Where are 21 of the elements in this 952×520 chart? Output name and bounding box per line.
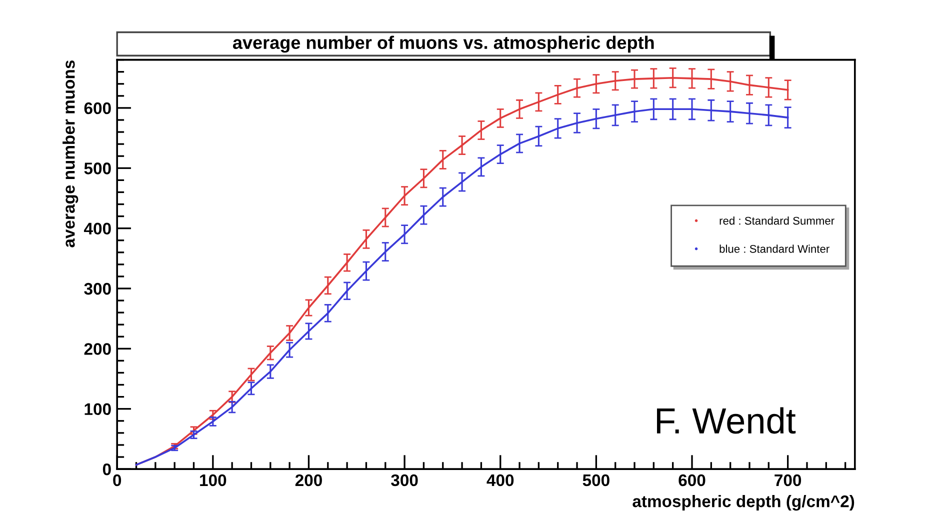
x-tick-label: 500 <box>582 474 610 486</box>
legend-label: blue : Standard Winter <box>720 244 830 253</box>
chart-title: average number of muons vs. atmospheric depth <box>232 36 654 53</box>
y-tick-label: 200 <box>84 343 111 355</box>
x-tick-label: 100 <box>200 474 226 486</box>
x-axis-title: atmospheric depth (g/cm^2) <box>632 494 854 511</box>
x-tick-label: 0 <box>113 474 122 486</box>
y-axis-title: average number muons <box>62 60 78 248</box>
y-tick-label: 600 <box>84 102 111 114</box>
y-tick-label: 0 <box>102 463 111 476</box>
annotation: F. Wendt <box>657 407 796 434</box>
legend-label: red : Standard Summer <box>720 216 834 225</box>
x-tick-label: 400 <box>486 474 514 486</box>
x-tick-label: 200 <box>295 474 322 486</box>
y-tick-label: 300 <box>84 282 111 295</box>
x-tick-label: 300 <box>391 474 418 486</box>
y-tick-label: 400 <box>84 222 111 235</box>
x-tick-label: 600 <box>678 474 706 486</box>
x-tick-label: 700 <box>774 474 802 486</box>
y-tick-label: 100 <box>84 403 111 416</box>
y-tick-label: 500 <box>84 162 111 174</box>
